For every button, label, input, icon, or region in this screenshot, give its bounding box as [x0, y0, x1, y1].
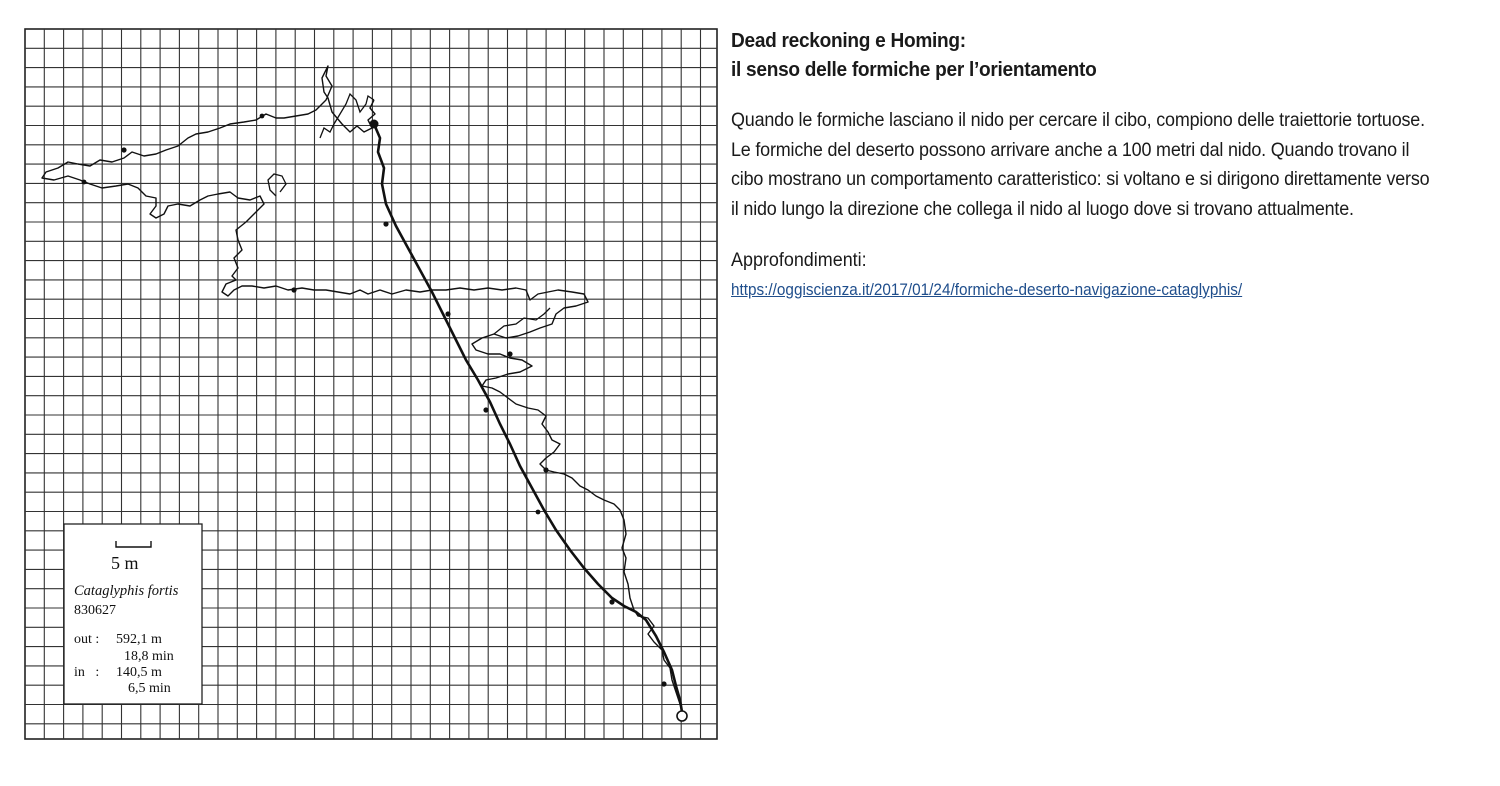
scale-bar: [115, 541, 152, 548]
ant-path-map: 5 m Cataglyphis fortis 830627 out : 592,…: [24, 28, 718, 740]
path-marker: [445, 311, 451, 317]
path-marker: [383, 221, 389, 227]
path-marker: [259, 113, 265, 119]
path-marker: [81, 179, 87, 185]
nest-marker: [676, 710, 688, 722]
path-marker: [543, 467, 549, 473]
path-marker: [483, 407, 489, 413]
path-marker: [609, 599, 615, 605]
homing-return-path: [372, 122, 684, 714]
title-line-1: Dead reckoning e Homing:: [731, 29, 966, 52]
further-reading-label: Approfondimenti:: [731, 248, 867, 271]
outbound-loop-top: [319, 92, 375, 139]
description-paragraph: Quando le formiche lasciano il nido per …: [731, 109, 1430, 221]
legend-box: 5 m Cataglyphis fortis 830627 out : 592,…: [63, 523, 203, 705]
outbound-loop-middle: [493, 307, 551, 335]
text-panel: Dead reckoning e Homing: il senso delle …: [731, 26, 1471, 300]
in-distance: 140,5 m: [116, 665, 162, 680]
outbound-loop-left: [267, 173, 287, 197]
scale-bar-label: 5 m: [111, 553, 139, 573]
ant-path-figure: 5 m Cataglyphis fortis 830627 out : 592,…: [24, 28, 718, 740]
outbound-search-path: [41, 65, 683, 713]
in-time: 6,5 min: [128, 681, 171, 696]
path-marker: [661, 681, 667, 687]
path-markers: [81, 113, 667, 687]
food-location-marker: [369, 119, 379, 129]
record-id: 830627: [74, 603, 116, 618]
path-marker: [291, 287, 297, 293]
out-time: 18,8 min: [124, 649, 174, 664]
further-reading-link[interactable]: https://oggiscienza.it/2017/01/24/formic…: [731, 279, 1243, 299]
path-marker: [507, 351, 513, 357]
path-marker: [535, 509, 541, 515]
out-distance: 592,1 m: [116, 632, 162, 647]
path-marker: [121, 147, 127, 153]
out-label: out :: [74, 632, 99, 647]
species-label: Cataglyphis fortis: [74, 583, 179, 599]
title-line-2: il senso delle formiche per l’orientamen…: [731, 58, 1097, 81]
in-label: in :: [74, 665, 99, 680]
